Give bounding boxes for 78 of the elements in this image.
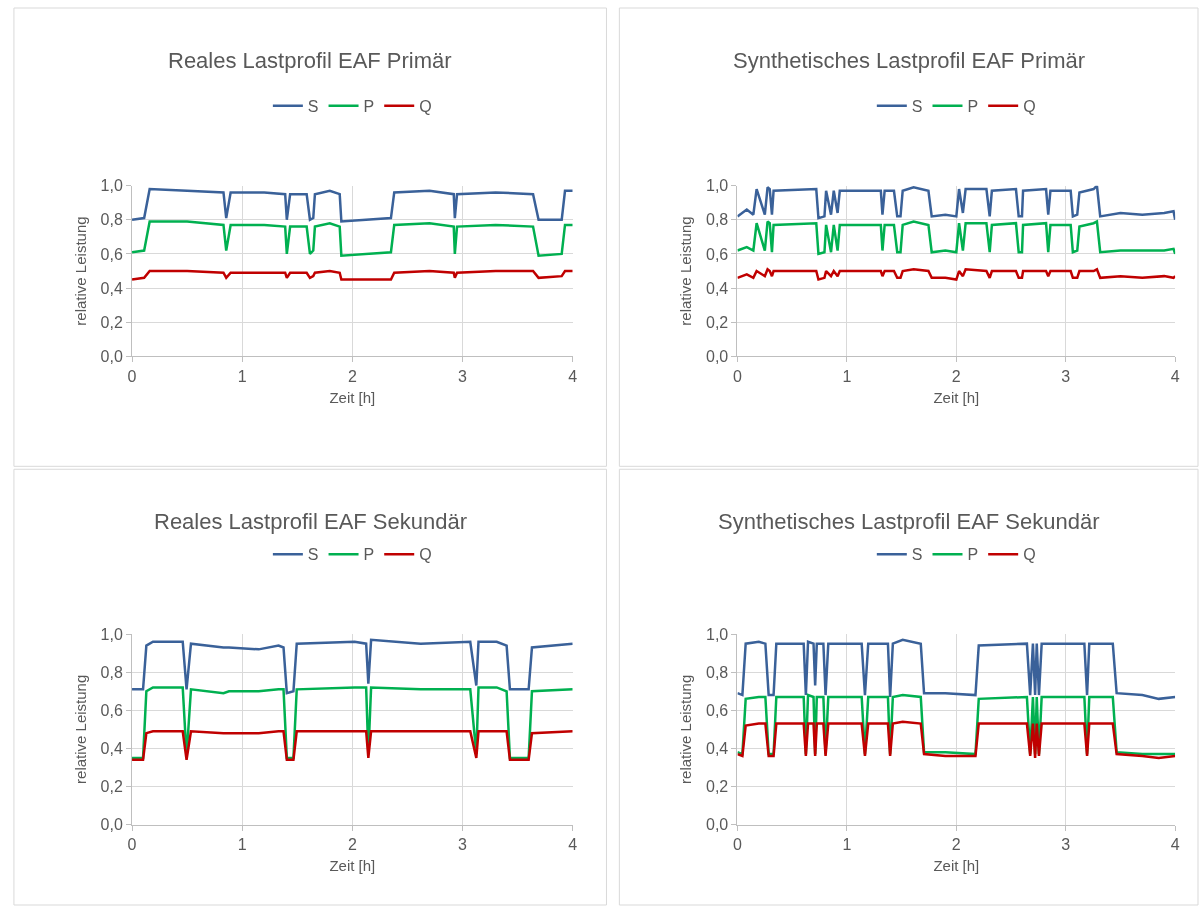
legend-label: S: [307, 546, 319, 564]
chart-title: Synthetisches Lastprofil EAF Sekundär: [718, 509, 1100, 534]
x-tick-label: 3: [458, 367, 468, 385]
x-tick-label: 0: [733, 835, 743, 853]
y-tick-label: 1,0: [706, 625, 729, 643]
x-tick-label: 1: [842, 835, 852, 853]
x-tick-label: 4: [1170, 835, 1180, 853]
y-axis-title: relative Leistung: [677, 216, 695, 326]
legend-label: P: [967, 97, 979, 115]
legend-label: Q: [419, 97, 432, 115]
y-tick-label: 0,4: [100, 739, 123, 757]
y-tick-label: 0,6: [706, 701, 729, 719]
x-tick-label: 2: [951, 835, 961, 853]
x-axis-title: Zeit [h]: [933, 388, 980, 406]
x-tick-label: 4: [568, 835, 578, 853]
legend-label: Q: [1023, 97, 1036, 115]
y-tick-label: 1,0: [100, 625, 123, 643]
y-tick-label: 0,2: [100, 778, 123, 796]
legend-label: P: [363, 546, 375, 564]
y-tick-label: 0,4: [706, 279, 729, 297]
line-series: [737, 220, 1176, 256]
y-axis-title: relative Leistung: [71, 674, 89, 784]
y-tick-label: 0,2: [706, 778, 729, 796]
x-tick-label: 0: [733, 367, 743, 385]
legend-label: Q: [1023, 546, 1036, 564]
y-tick-label: 0,4: [100, 279, 123, 297]
x-tick-label: 2: [347, 367, 357, 385]
x-axis-title: Zeit [h]: [329, 388, 376, 406]
y-tick-label: 0,6: [100, 701, 123, 719]
x-axis-title: Zeit [h]: [329, 856, 376, 874]
y-tick-label: 0,0: [706, 816, 729, 834]
x-tick-label: 4: [1170, 367, 1180, 385]
line-series: [737, 185, 1176, 222]
x-tick-label: 0: [127, 367, 137, 385]
line-series: [737, 638, 1176, 701]
legend-label: P: [363, 97, 375, 115]
legend-label: S: [307, 97, 319, 115]
x-tick-label: 2: [951, 367, 961, 385]
y-tick-label: 0,0: [100, 816, 123, 834]
line-series: [132, 729, 573, 762]
chart-title: Reales Lastprofil EAF Sekundär: [154, 509, 468, 534]
line-series: [737, 268, 1176, 281]
x-axis-title: Zeit [h]: [933, 856, 980, 874]
line-series: [132, 220, 573, 257]
line-series: [132, 638, 573, 695]
y-axis-title: relative Leistung: [677, 674, 695, 784]
legend-label: Q: [419, 546, 432, 564]
x-tick-label: 2: [347, 835, 357, 853]
y-tick-label: 0,6: [706, 245, 729, 263]
y-tick-label: 0,8: [100, 663, 123, 681]
y-tick-label: 1,0: [706, 177, 729, 195]
line-series: [132, 269, 573, 281]
y-tick-label: 0,0: [100, 347, 123, 365]
y-tick-label: 0,8: [706, 663, 729, 681]
legend-label: S: [911, 546, 923, 564]
x-tick-label: 4: [568, 367, 578, 385]
x-tick-label: 0: [127, 835, 137, 853]
x-tick-label: 1: [237, 835, 247, 853]
x-tick-label: 3: [458, 835, 468, 853]
y-tick-label: 0,2: [100, 313, 123, 331]
line-series: [737, 720, 1176, 760]
legend-label: P: [967, 546, 979, 564]
chart-title: Synthetisches Lastprofil EAF Primär: [733, 48, 1086, 73]
y-tick-label: 0,8: [706, 211, 729, 229]
x-tick-label: 1: [842, 367, 852, 385]
y-tick-label: 0,8: [100, 211, 123, 229]
legend-label: S: [911, 97, 923, 115]
y-tick-label: 0,6: [100, 245, 123, 263]
chart-title: Reales Lastprofil EAF Primär: [168, 48, 452, 73]
y-tick-label: 0,0: [706, 347, 729, 365]
x-tick-label: 1: [237, 367, 247, 385]
y-tick-label: 1,0: [100, 177, 123, 195]
x-tick-label: 3: [1061, 367, 1071, 385]
y-axis-title: relative Leistung: [71, 216, 89, 326]
x-tick-label: 3: [1061, 835, 1071, 853]
y-tick-label: 0,4: [706, 739, 729, 757]
y-tick-label: 0,2: [706, 313, 729, 331]
line-series: [132, 187, 573, 223]
